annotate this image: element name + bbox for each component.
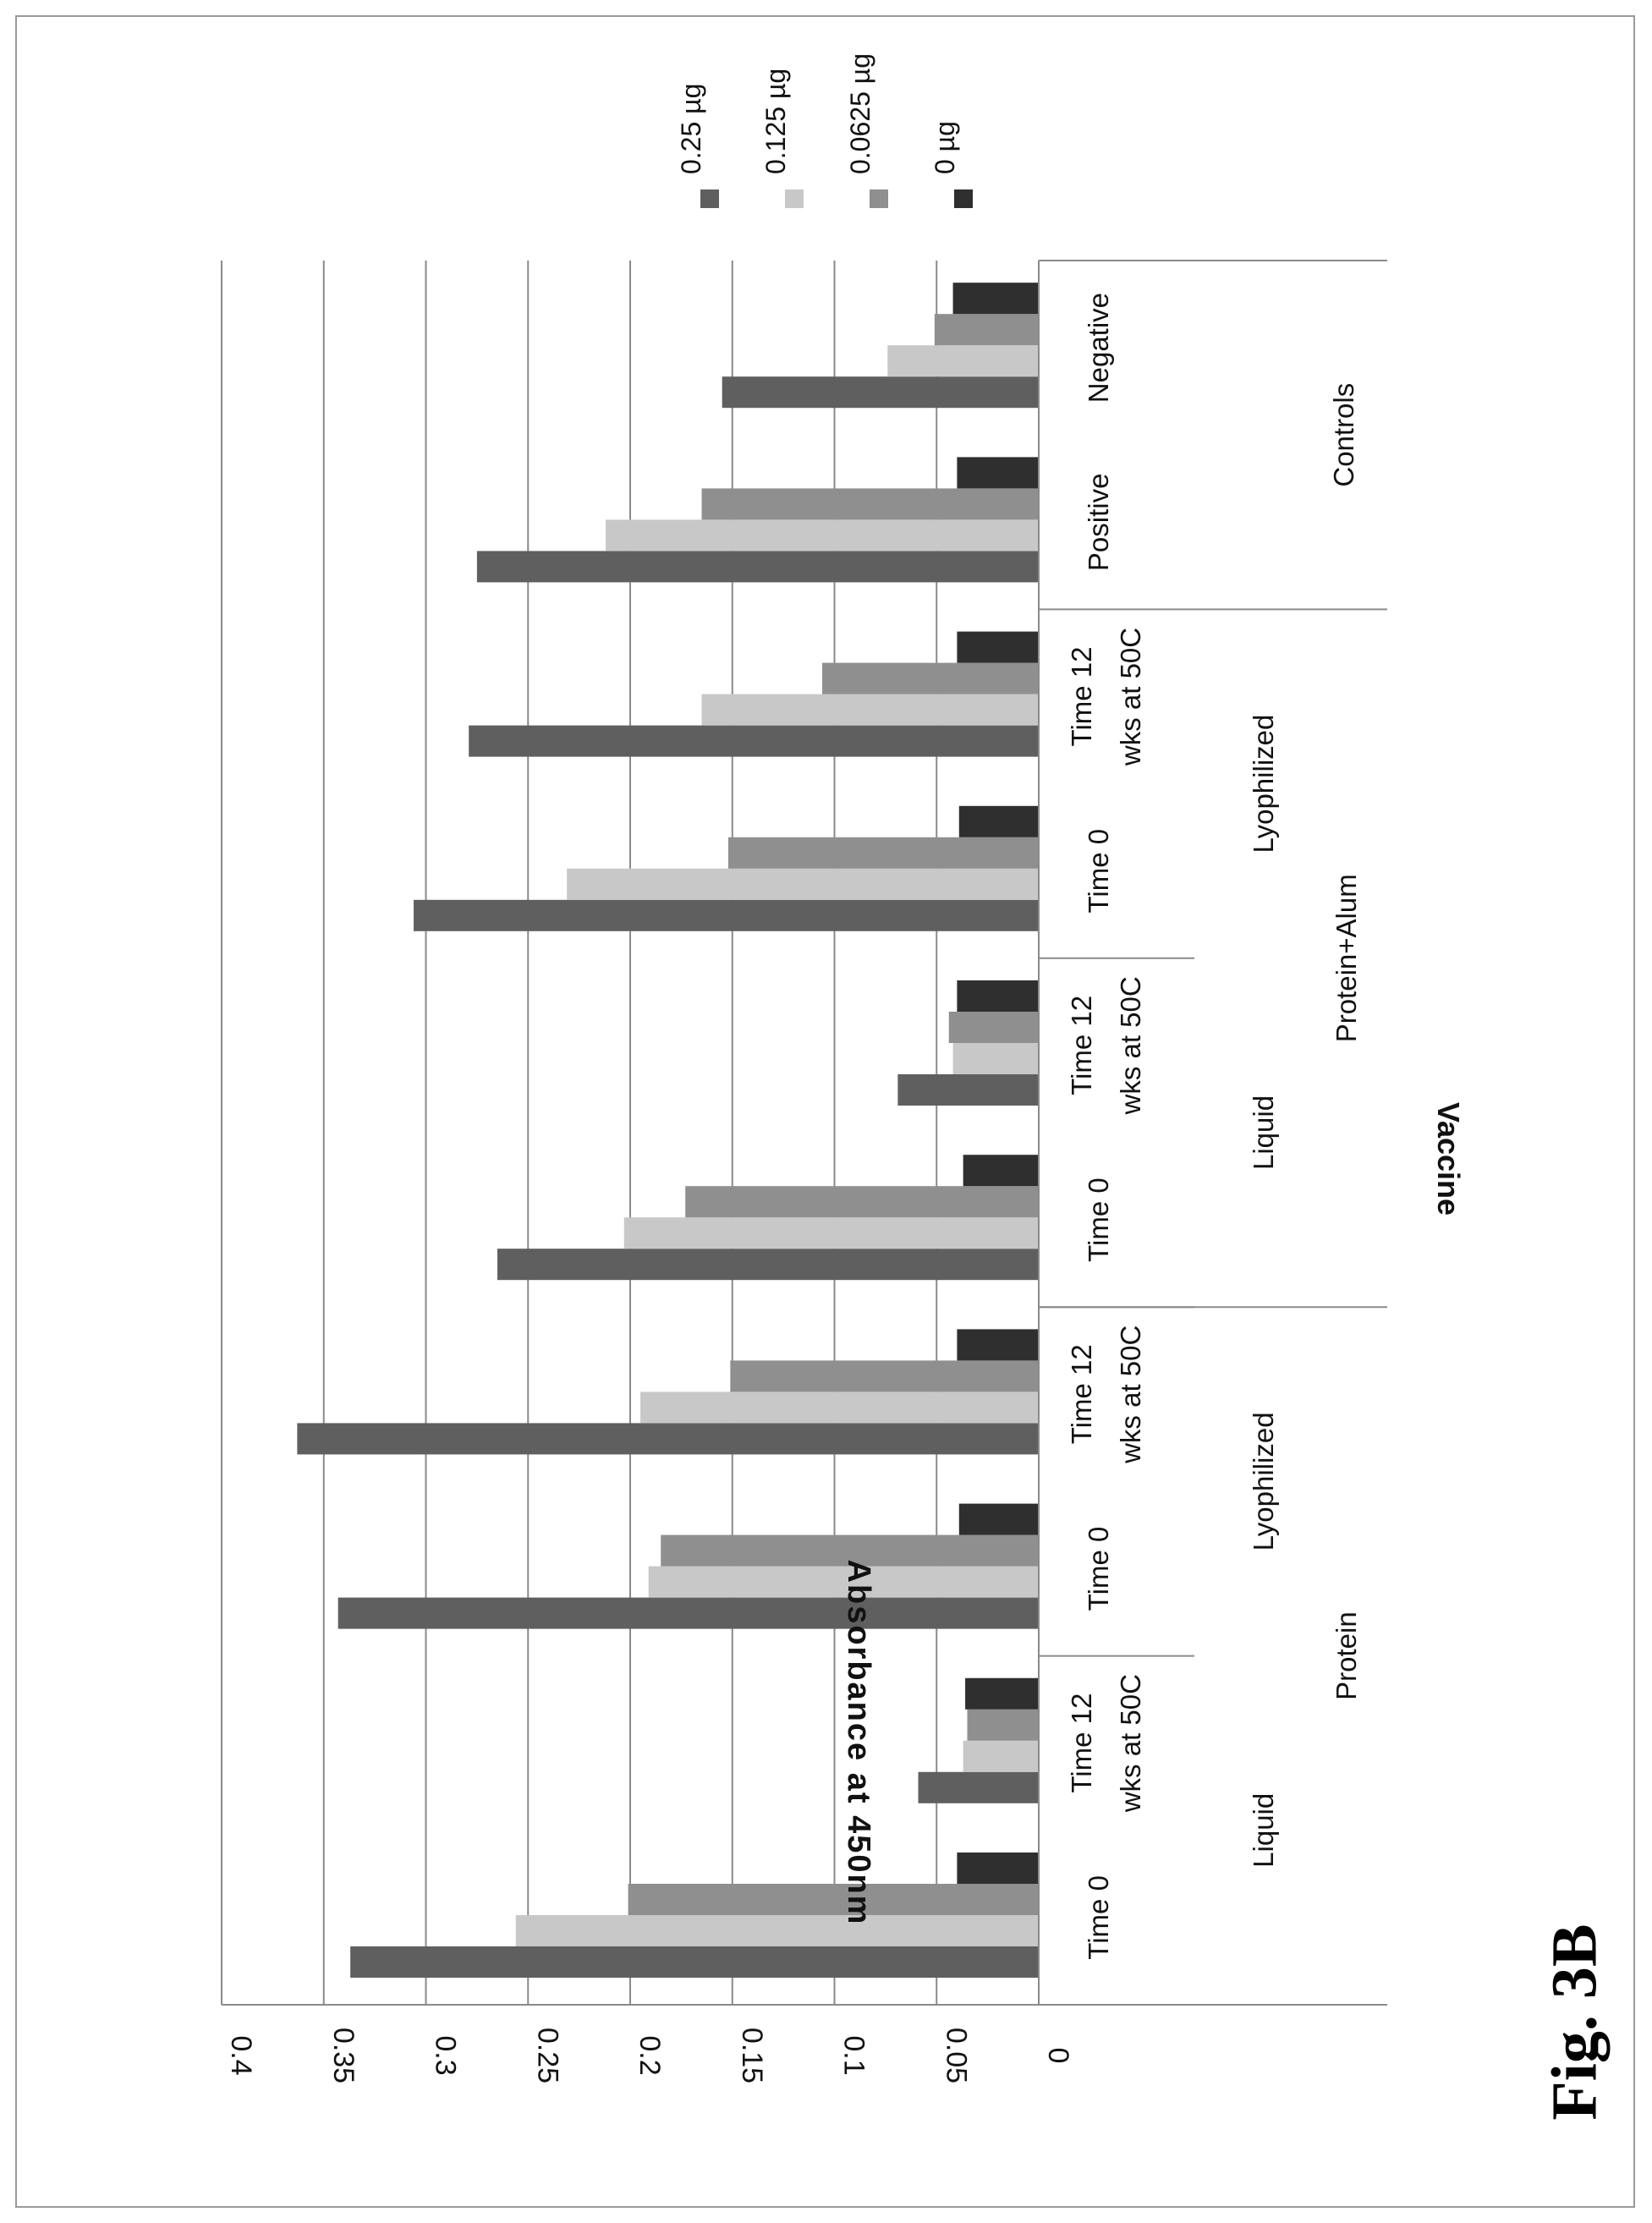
legend: 0.25 µg 0.125 µg 0.0625 µg 0 µg [676,53,973,208]
category-labels: Time 0 Time 12 wks at 50C Time 0 Time 12 wks … [1066,293,1362,1960]
bar [497,1249,1039,1281]
figure-label: Fig. 3B [1524,1895,1626,2149]
bar [822,662,1039,694]
group-label: Controls [1328,383,1359,487]
category-label: Time 12 [1066,996,1097,1095]
y-tick-label: 0.35 [327,2028,359,2083]
legend-label: 0.125 µg [760,69,791,174]
bar [414,899,1039,931]
category-label: Negative [1083,293,1114,403]
bar [648,1566,1039,1598]
category-label: Time 12 [1066,647,1097,747]
group-label: Lyophilized [1248,1412,1279,1551]
bar [730,1360,1039,1392]
bar [952,283,1039,315]
bar [897,1074,1039,1106]
bar [957,1329,1039,1361]
legend-swatch [700,189,719,208]
bar [958,1503,1039,1535]
bar [661,1534,1039,1567]
legend-swatch [870,189,888,208]
bar [957,1852,1039,1884]
category-label: Time 0 [1083,1177,1114,1262]
bar [963,1155,1039,1187]
bar [722,376,1039,409]
category-label: Time 0 [1083,1875,1114,1960]
group-label: Liquid [1248,1095,1279,1170]
bar [957,631,1039,663]
category-label: wks at 50C [1115,1674,1146,1813]
group-label: Liquid [1248,1793,1279,1868]
category-label: Positive [1083,474,1114,572]
y-tick-label: 0.25 [531,2028,563,2083]
bar [567,868,1039,900]
bar [887,345,1039,377]
bar [967,1709,1039,1741]
category-label: wks at 50C [1115,628,1146,766]
figure-label-text: Fig. 3B [1539,1923,1611,2121]
bar [727,837,1039,869]
bar [948,1012,1039,1043]
y-tick-label: 0.2 [634,2035,666,2075]
bar [965,1677,1039,1710]
y-tick-label: 0.05 [940,2028,972,2083]
bar [297,1423,1040,1455]
bar [963,1740,1039,1772]
bar [918,1771,1039,1803]
legend-swatch [785,189,804,208]
bar [606,519,1039,552]
y-tick-labels: 0 0.05 0.1 0.15 0.2 0.25 0.3 0.35 0.4 [225,2028,1074,2083]
legend-label: 0 µg [930,121,960,174]
bar [701,694,1039,726]
bar [623,1217,1039,1249]
y-tick-label: 0 [1042,2048,1074,2064]
bar [934,314,1039,346]
legend-swatch [954,189,973,208]
category-label: Time 12 [1066,1344,1097,1444]
bar [952,1043,1039,1074]
category-label: wks at 50C [1115,1326,1146,1464]
group-label: Protein+Alum [1331,874,1362,1042]
legend-label: 0.25 µg [676,84,706,174]
bars [297,283,1040,1978]
group-label: Lyophilized [1248,715,1279,854]
y-tick-label: 0.1 [838,2035,870,2075]
x-axis-title: Vaccine [1431,1102,1466,1216]
group-label: Protein [1331,1611,1362,1700]
category-label: Time 0 [1083,829,1114,914]
y-tick-label: 0.3 [430,2035,462,2075]
bar [476,551,1039,583]
bar [685,1186,1039,1218]
bar [469,725,1039,757]
category-label: Time 0 [1083,1527,1114,1611]
bar [640,1391,1039,1424]
y-axis-title: Absorbance at 450nm [841,1560,876,1926]
legend-label: 0.0625 µg [845,53,875,174]
bar [957,980,1039,1012]
axes [222,260,1387,2006]
bar [957,457,1039,489]
bar [515,1915,1039,1946]
category-label: Time 12 [1066,1693,1097,1793]
bar [628,1884,1039,1915]
bar [350,1946,1039,1978]
bar [338,1597,1039,1629]
y-tick-label: 0.15 [736,2028,768,2083]
category-label: wks at 50C [1115,976,1146,1115]
y-tick-label: 0.4 [225,2035,257,2075]
figure-frame [15,15,1635,2208]
bar [958,805,1039,837]
bar [701,488,1039,520]
